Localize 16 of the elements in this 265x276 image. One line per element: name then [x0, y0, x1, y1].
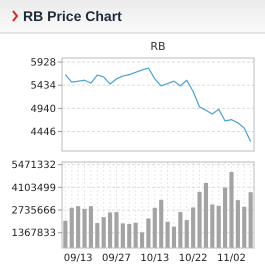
x-tick-label: 11/02: [217, 253, 246, 264]
y-tick-label: 4103499: [11, 182, 56, 194]
chart-title: RB Price Chart: [23, 8, 122, 24]
x-tick-label: 10/13: [140, 253, 170, 264]
y-tick-label: 4940: [30, 104, 56, 115]
y-tick-label: 5434: [30, 80, 56, 92]
chart-subtitle: RB: [150, 40, 166, 53]
y-tick-label: 5471332: [11, 160, 56, 172]
y-tick-label: 1367833: [11, 228, 56, 240]
y-tick-label: 5928: [30, 58, 56, 69]
y-tick-label: 2735666: [11, 206, 56, 217]
y-tick-label: 4446: [30, 127, 56, 138]
x-tick-label: 09/13: [64, 253, 93, 264]
x-tick-label: 09/27: [102, 253, 131, 264]
x-tick-label: 10/22: [178, 253, 208, 264]
line-series: [64, 67, 252, 142]
